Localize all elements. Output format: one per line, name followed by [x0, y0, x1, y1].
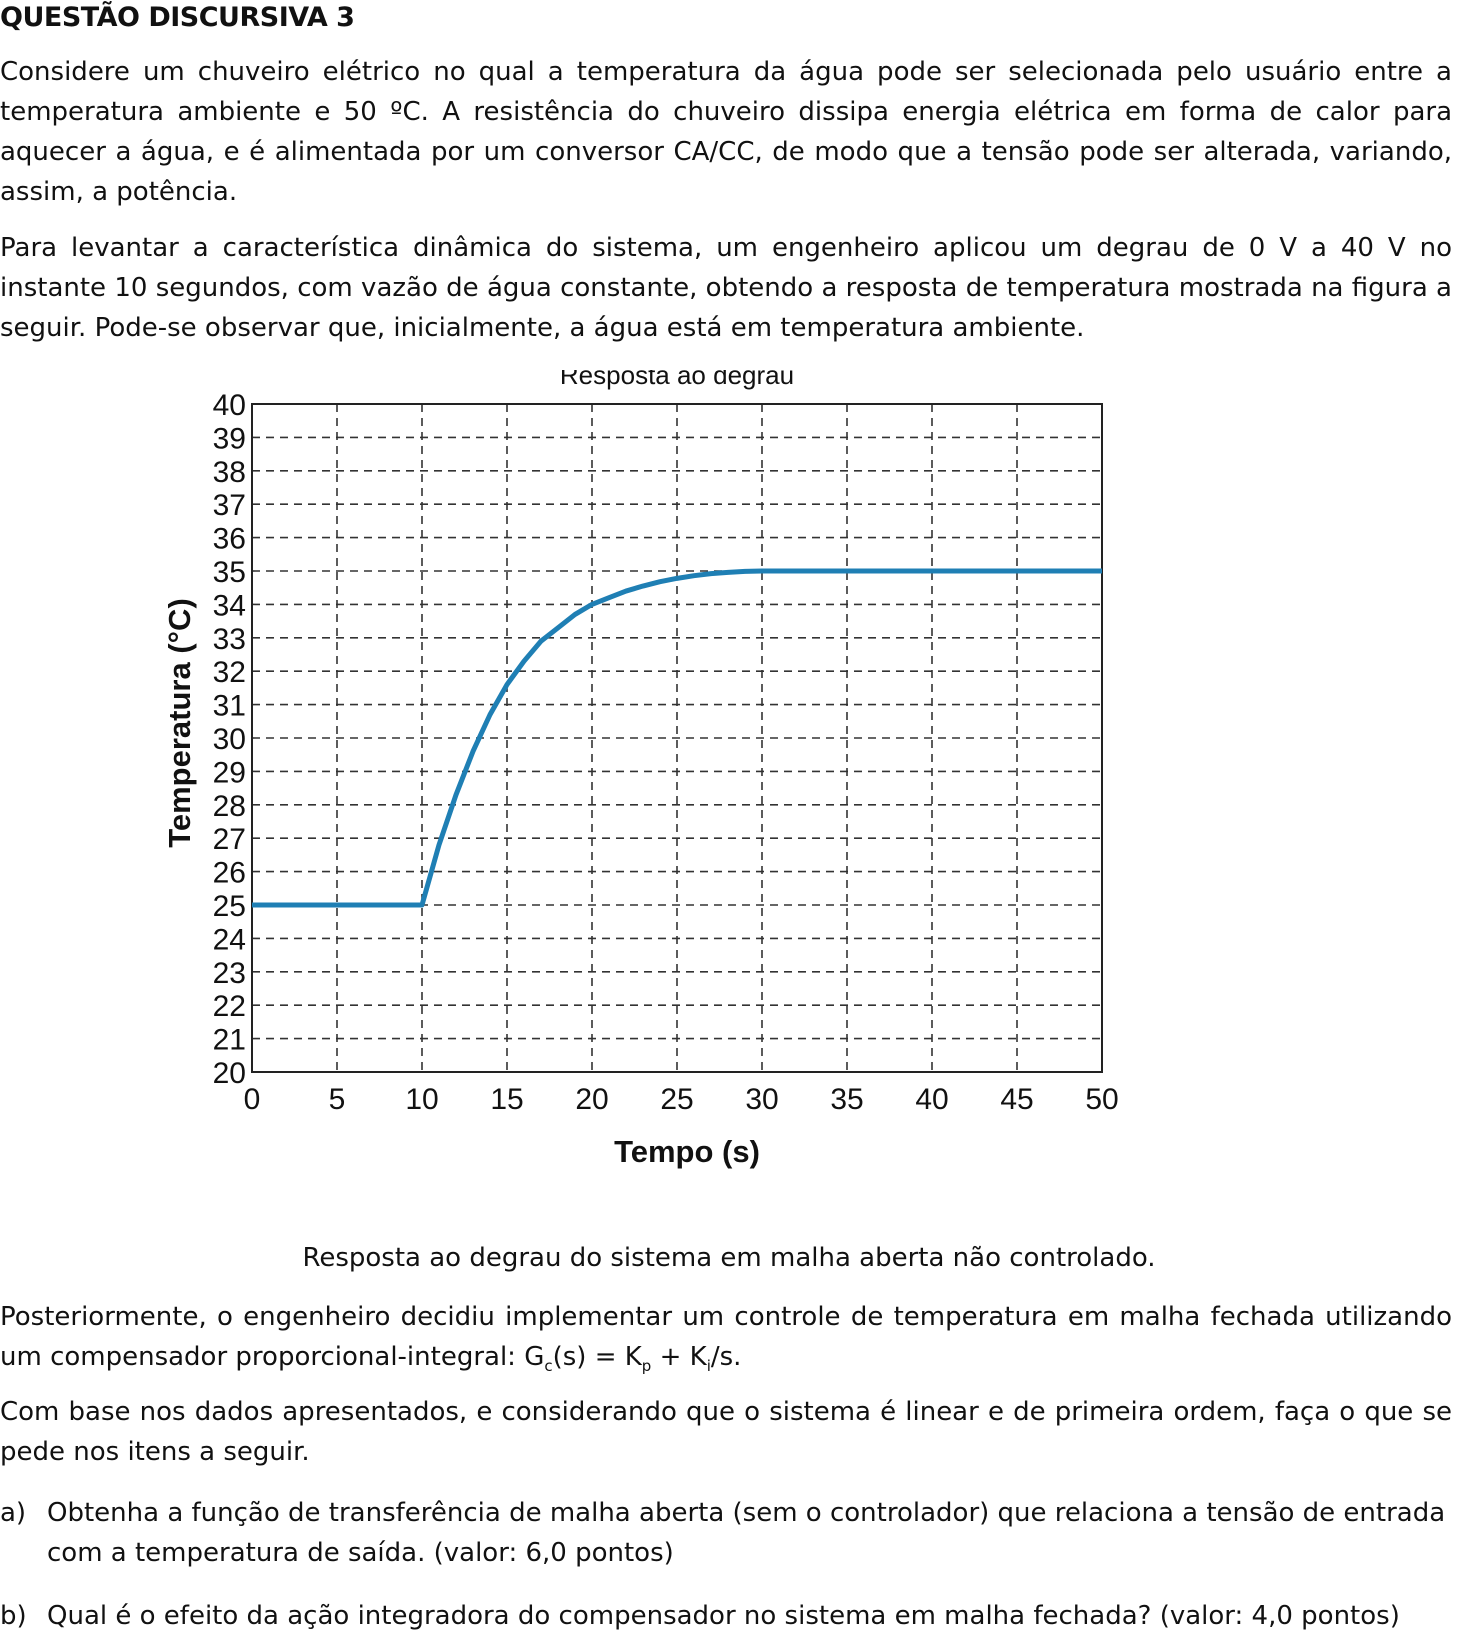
subscript-c: c — [544, 1357, 553, 1376]
y-tick-label: 35 — [213, 556, 246, 589]
controller-text: Posteriormente, o engenheiro decidiu imp… — [0, 1302, 1452, 1372]
y-tick-label: 39 — [213, 422, 246, 455]
intro-paragraph: Considere um chuveiro elétrico no qual a… — [0, 57, 1452, 207]
x-tick-label: 40 — [915, 1083, 948, 1116]
figure-caption: Resposta ao degrau do sistema em malha a… — [302, 1243, 1156, 1273]
y-tick-label: 31 — [213, 690, 246, 723]
item-a-label: a) — [0, 1498, 27, 1528]
chart-x-axis-label: Tempo (s) — [614, 1134, 760, 1169]
y-tick-label: 21 — [213, 1024, 246, 1057]
chart-frame — [251, 403, 1103, 1073]
x-tick-label: 45 — [1000, 1083, 1033, 1116]
y-tick-label: 23 — [213, 957, 246, 990]
y-tick-label: 30 — [213, 723, 246, 756]
x-tick-label: 35 — [830, 1083, 863, 1116]
subscript-i: i — [706, 1357, 711, 1376]
y-tick-label: 40 — [213, 389, 246, 422]
x-tick-label: 50 — [1085, 1083, 1118, 1116]
x-tick-label: 25 — [660, 1083, 693, 1116]
y-tick-label: 25 — [213, 890, 246, 923]
y-tick-label: 32 — [213, 656, 246, 689]
y-tick-label: 24 — [213, 923, 246, 956]
chart-title: Resposta ao degrau — [560, 370, 794, 390]
controller-formula-part1: (s) = K — [552, 1342, 642, 1372]
x-tick-label: 0 — [244, 1083, 261, 1116]
y-tick-label: 20 — [213, 1057, 246, 1090]
chart-tick-labels: 2021222324252627282930313233343536373839… — [213, 389, 1119, 1116]
instructions-paragraph: Com base nos dados apresentados, e consi… — [0, 1397, 1452, 1467]
x-tick-label: 20 — [575, 1083, 608, 1116]
y-tick-label: 26 — [213, 857, 246, 890]
x-tick-label: 10 — [405, 1083, 438, 1116]
y-tick-label: 22 — [213, 990, 246, 1023]
y-tick-label: 38 — [213, 456, 246, 489]
step-response-chart: 2021222324252627282930313233343536373839… — [162, 370, 1119, 1169]
x-tick-label: 15 — [490, 1083, 523, 1116]
controller-formula-end: /s. — [710, 1342, 742, 1372]
controller-paragraph: Posteriormente, o engenheiro decidiu imp… — [0, 1297, 1452, 1386]
question-heading: QUESTÃO DISCURSIVA 3 — [0, 2, 355, 33]
controller-formula-part2: + K — [651, 1342, 707, 1372]
y-tick-label: 28 — [213, 790, 246, 823]
item-a-text: Obtenha a função de transferência de mal… — [47, 1498, 1446, 1568]
x-tick-label: 5 — [329, 1083, 346, 1116]
item-b-label: b) — [0, 1601, 27, 1631]
experiment-paragraph: Para levantar a característica dinâmica … — [0, 233, 1452, 343]
y-tick-label: 33 — [213, 623, 246, 656]
chart-y-axis-label: Temperatura (°C) — [162, 598, 197, 848]
y-tick-label: 34 — [213, 589, 246, 622]
y-tick-label: 27 — [213, 823, 246, 856]
subscript-p: p — [641, 1357, 652, 1376]
step-response-line — [252, 568, 1102, 908]
y-tick-label: 36 — [213, 523, 246, 556]
y-tick-label: 37 — [213, 489, 246, 522]
item-b-text: Qual é o efeito da ação integradora do c… — [47, 1601, 1400, 1631]
chart-grid — [252, 404, 1102, 1072]
x-tick-label: 30 — [745, 1083, 778, 1116]
y-tick-label: 29 — [213, 756, 246, 789]
